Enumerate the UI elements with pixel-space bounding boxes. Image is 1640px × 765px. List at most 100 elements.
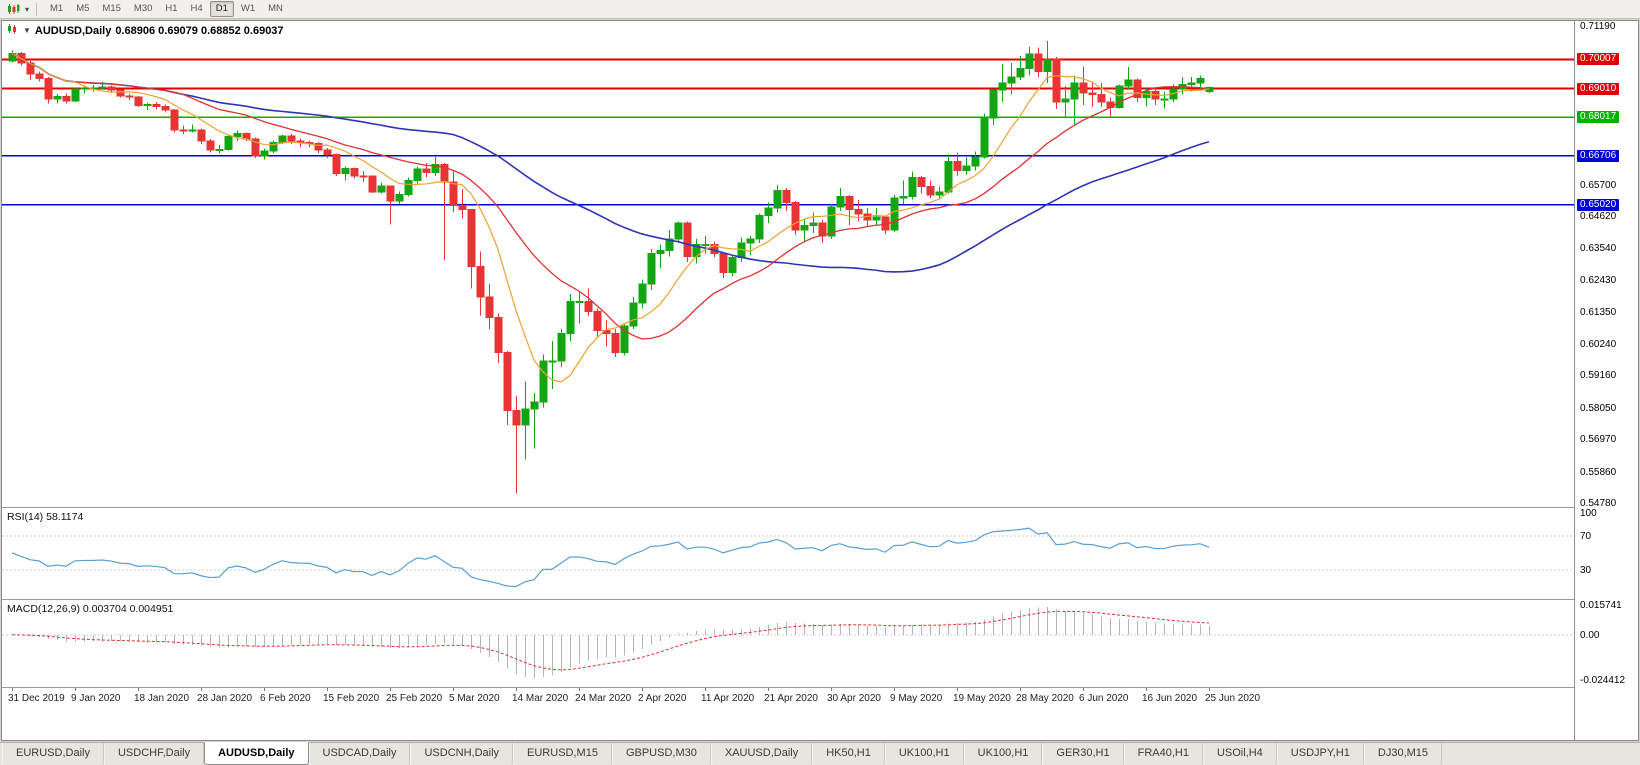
candle (386, 185, 395, 202)
tab-fra40-h1[interactable]: FRA40,H1 (1123, 743, 1203, 765)
chevron-down-icon[interactable]: ▼ (23, 26, 31, 35)
price-scale-label: 0.64620 (1580, 211, 1617, 223)
tf-button-h4[interactable]: H4 (190, 3, 203, 14)
candle (575, 300, 584, 303)
candle (485, 296, 494, 318)
candle (791, 201, 800, 231)
candle (233, 133, 242, 138)
candle (359, 175, 368, 178)
price-scale-label: 0.56970 (1580, 434, 1617, 446)
tf-button-m30[interactable]: M30 (133, 3, 153, 14)
candle (701, 244, 710, 247)
tf-button-w1[interactable]: W1 (240, 3, 256, 14)
main-chart-canvas[interactable] (2, 21, 1574, 507)
price-axis[interactable]: 0.71190 0.65700 0.64620 0.63540 0.62430 0.613… (1574, 21, 1638, 740)
rsi-scale-label: 100 (1580, 508, 1597, 519)
tab-usdcnh-daily[interactable]: USDCNH,Daily (410, 743, 514, 765)
candle (872, 216, 881, 221)
tab-gbpusd-m30[interactable]: GBPUSD,M30 (611, 743, 711, 765)
tab-audusd-daily[interactable]: AUDUSD,Daily (204, 742, 309, 765)
date-axis[interactable]: 31 Dec 2019 9 Jan 2020 18 Jan 2020 28 Jan 2… (2, 688, 1574, 707)
chart-window: ▼ AUDUSD,Daily 0.68906 0.69079 0.68852 0… (1, 20, 1639, 741)
candle (953, 161, 962, 171)
timeframe-buttons: M1 M5 M15 M30 H1 H4 D1 W1 MN (44, 1, 289, 17)
tf-button-m5[interactable]: M5 (76, 3, 90, 14)
tab-eurusd-m15[interactable]: EURUSD,M15 (513, 743, 612, 765)
panel-splitter[interactable] (2, 599, 1638, 600)
rsi-canvas[interactable] (2, 508, 1574, 599)
candle (188, 129, 197, 132)
candle (728, 257, 737, 273)
tab-usdcad-daily[interactable]: USDCAD,Daily (308, 743, 411, 765)
candle (1016, 67, 1025, 78)
price-scale-label: 0.60240 (1580, 338, 1617, 350)
candle (494, 316, 503, 353)
tab-ger30-h1[interactable]: GER30,H1 (1042, 743, 1124, 765)
date-tick (894, 688, 895, 691)
candle (440, 164, 449, 183)
price-level-badge: 0.66706 (1577, 149, 1620, 162)
chevron-down-icon[interactable]: ▾ (25, 4, 30, 14)
tab-uk100-h1[interactable]: UK100,H1 (884, 743, 964, 765)
candle (1196, 78, 1205, 84)
candle (1133, 79, 1142, 99)
candle (845, 196, 854, 211)
candle (980, 117, 989, 158)
candle (989, 89, 998, 119)
tab-uk100-h1[interactable]: UK100,H1 (963, 743, 1043, 765)
chart-tab-bar: EURUSD,Daily USDCHF,Daily AUDUSD,Daily USDC… (0, 742, 1640, 765)
date-tick (516, 688, 517, 691)
tab-usdchf-daily[interactable]: USDCHF,Daily (103, 743, 205, 765)
rsi-scale-label: 30 (1580, 564, 1592, 576)
tf-button-m15[interactable]: M15 (102, 3, 121, 14)
candle (512, 410, 521, 426)
tf-button-mn[interactable]: MN (268, 3, 283, 14)
timeframe-toolbar: ▾ M1 M5 M15 M30 H1 H4 D1 W1 MN (0, 0, 1640, 19)
price-scale-label: 0.55860 (1580, 466, 1617, 478)
toolbar-separator (36, 2, 38, 16)
candle (764, 207, 773, 217)
price-axis-rsi: 100 70 30 (1575, 508, 1638, 599)
tab-usdjpy-h1[interactable]: USDJPY,H1 (1276, 743, 1364, 765)
candle (260, 150, 269, 157)
candle (476, 265, 485, 298)
candlestick-chart-icon[interactable] (4, 3, 23, 16)
candle (125, 95, 134, 98)
panel-splitter[interactable] (2, 507, 1638, 508)
date-label: 9 May 2020 (890, 693, 943, 704)
price-scale-label: 0.63540 (1580, 242, 1617, 254)
date-tick (12, 688, 13, 691)
candle (1061, 98, 1070, 103)
candle (179, 129, 188, 132)
tf-button-h1[interactable]: H1 (165, 3, 178, 14)
candle (503, 351, 512, 412)
price-scale-label: 0.61350 (1580, 306, 1617, 318)
date-tick (390, 688, 391, 691)
tf-button-d1[interactable]: D1 (209, 1, 234, 17)
candle (143, 104, 152, 107)
tab-usoil-h4[interactable]: USOil,H4 (1202, 743, 1277, 765)
date-label: 25 Jun 2020 (1205, 693, 1261, 704)
tab-hk50-h1[interactable]: HK50,H1 (812, 743, 885, 765)
price-scale-label: 0.62430 (1580, 275, 1617, 287)
tf-button-m1[interactable]: M1 (50, 3, 64, 14)
tab-dj30-m15[interactable]: DJ30,M15 (1363, 743, 1443, 765)
date-tick (201, 688, 202, 691)
macd-canvas[interactable] (2, 600, 1574, 687)
candle (629, 302, 638, 327)
candle (1007, 76, 1016, 84)
chart-symbol-period: AUDUSD,Daily (34, 24, 112, 37)
date-label: 2 Apr 2020 (638, 693, 687, 704)
candle (665, 238, 674, 251)
date-tick (1020, 688, 1021, 691)
candle (251, 138, 260, 157)
candle (557, 332, 566, 362)
candle (539, 360, 548, 403)
price-axis-main: 0.71190 0.65700 0.64620 0.63540 0.62430 0.613… (1575, 21, 1638, 509)
tab-xauusd-daily[interactable]: XAUUSD,Daily (710, 743, 813, 765)
tab-eurusd-daily[interactable]: EURUSD,Daily (2, 743, 104, 765)
date-label: 31 Dec 2019 (8, 693, 65, 704)
candle (584, 300, 593, 313)
candle (62, 95, 71, 102)
date-label: 14 Mar 2020 (512, 693, 569, 704)
